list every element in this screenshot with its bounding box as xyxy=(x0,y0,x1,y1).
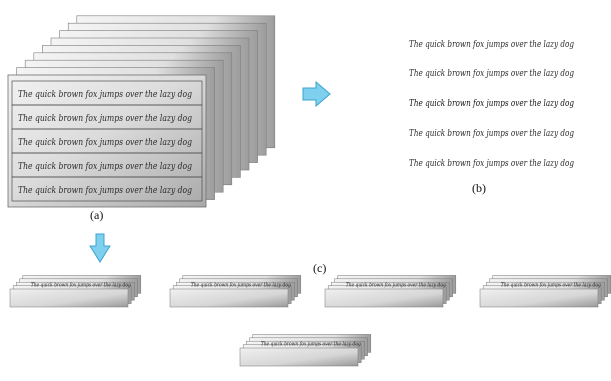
mini-handwriting-line: The quick brown fox jumps over the lazy … xyxy=(261,341,362,347)
ruled-box xyxy=(11,176,203,202)
mini-handwriting-line: The quick brown fox jumps over the lazy … xyxy=(191,282,292,288)
line-stack: The quick brown fox jumps over the lazy … xyxy=(324,275,457,308)
line-sheet xyxy=(169,288,289,308)
line-stack: The quick brown fox jumps over the lazy … xyxy=(239,334,372,367)
line-sheet xyxy=(239,347,359,367)
page-stack-a: The quick brown fox jumps over the lazy … xyxy=(7,15,276,208)
line-sheet xyxy=(9,288,129,308)
mini-handwriting-line: The quick brown fox jumps over the lazy … xyxy=(501,282,602,288)
line-sheet xyxy=(324,288,444,308)
caption-a: (a) xyxy=(90,208,104,222)
caption-c: (c) xyxy=(313,261,327,275)
extracted-line: The quick brown fox jumps over the lazy … xyxy=(409,68,574,79)
line-stack: The quick brown fox jumps over the lazy … xyxy=(479,275,611,308)
line-stack: The quick brown fox jumps over the lazy … xyxy=(9,275,142,308)
extracted-line: The quick brown fox jumps over the lazy … xyxy=(409,158,574,169)
line-sheet xyxy=(479,288,599,308)
front-page xyxy=(7,74,207,208)
mini-handwriting-line: The quick brown fox jumps over the lazy … xyxy=(346,282,447,288)
extracted-lines-b: The quick brown fox jumps over the lazy … xyxy=(409,39,574,169)
mini-handwriting-line: The quick brown fox jumps over the lazy … xyxy=(31,282,132,288)
extracted-line: The quick brown fox jumps over the lazy … xyxy=(409,98,574,109)
caption-b: (b) xyxy=(472,181,486,195)
line-stack: The quick brown fox jumps over the lazy … xyxy=(169,275,302,308)
handwriting-line: The quick brown fox jumps over the lazy … xyxy=(18,113,192,124)
extracted-line: The quick brown fox jumps over the lazy … xyxy=(409,39,574,50)
handwriting-line: The quick brown fox jumps over the lazy … xyxy=(18,161,192,172)
handwriting-line: The quick brown fox jumps over the lazy … xyxy=(18,185,192,196)
handwriting-line: The quick brown fox jumps over the lazy … xyxy=(18,89,192,100)
handwriting-line: The quick brown fox jumps over the lazy … xyxy=(18,137,192,148)
down-arrow-icon xyxy=(89,233,111,263)
extracted-line: The quick brown fox jumps over the lazy … xyxy=(409,128,574,139)
line-stacks-c: The quick brown fox jumps over the lazy … xyxy=(9,275,611,367)
right-arrow-icon xyxy=(302,80,331,108)
